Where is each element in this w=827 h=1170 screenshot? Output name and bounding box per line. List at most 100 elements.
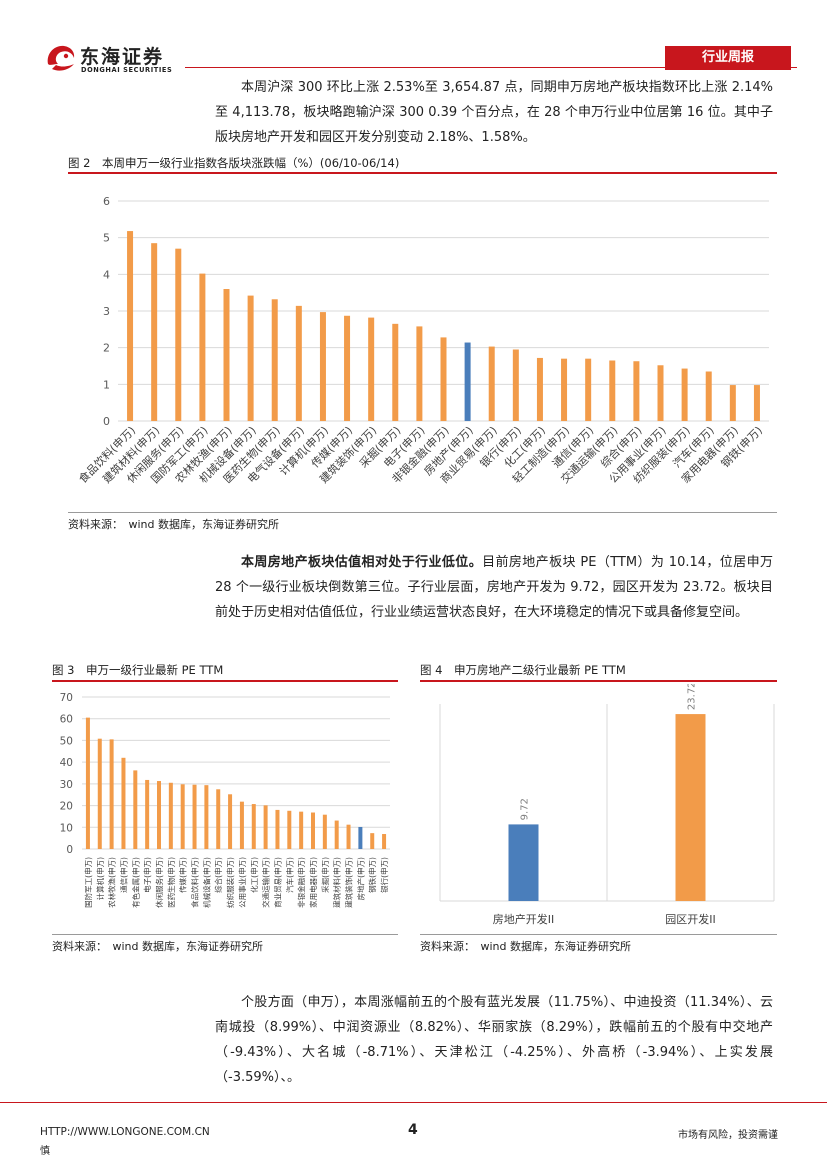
bar — [633, 361, 640, 421]
valuation-paragraph: 本周房地产板块估值相对处于行业低位。目前房地产板块 PE（TTM）为 10.14… — [215, 550, 773, 625]
y-tick-label: 40 — [60, 757, 73, 769]
figure-2-source: 资料来源： wind 数据库，东海证券研究所 — [68, 518, 280, 531]
bar — [322, 814, 327, 849]
x-tick-label: 休闲服务(申万) — [154, 857, 164, 908]
x-tick-label: 园区开发II — [665, 912, 716, 926]
bar — [440, 337, 447, 421]
figure-3-title-rule — [52, 680, 398, 682]
data-label: 9.72 — [520, 798, 531, 820]
bar — [263, 805, 268, 849]
y-tick-label: 60 — [60, 714, 73, 726]
bar — [319, 312, 326, 421]
bar — [311, 812, 315, 849]
bar — [657, 365, 664, 421]
data-label: 23.72 — [687, 684, 698, 710]
x-tick-label: 家用电器(申万) — [308, 857, 318, 908]
x-tick-label: 有色金属(申万) — [130, 857, 140, 908]
bar — [508, 824, 539, 901]
x-tick-label: 公用事业(申万) — [237, 857, 247, 908]
x-tick-label: 房地产开发II — [493, 912, 555, 926]
x-tick-label: 交通运输(申万) — [261, 857, 271, 908]
bar — [382, 834, 387, 849]
figure-4-bottom-rule — [420, 934, 777, 935]
y-tick-label: 0 — [66, 844, 73, 856]
bar — [247, 295, 254, 421]
x-tick-label: 食品饮料(申万) — [190, 857, 200, 908]
bar — [228, 794, 233, 849]
figure-3-bottom-rule — [52, 934, 398, 935]
bar — [729, 385, 736, 421]
bar — [97, 738, 102, 849]
bar — [271, 299, 278, 421]
bar — [157, 781, 161, 849]
figure-3-source: 资料来源： wind 数据库，东海证券研究所 — [52, 940, 264, 953]
bar — [416, 326, 423, 421]
y-tick-label: 4 — [103, 268, 110, 281]
x-tick-label: 医药生物(申万) — [166, 857, 176, 908]
x-tick-label: 国防军工(申万) — [83, 857, 93, 908]
logo-chinese: 东海证券 — [80, 46, 165, 68]
bar — [85, 717, 90, 849]
y-tick-label: 5 — [103, 232, 110, 245]
bar — [239, 801, 244, 849]
bar — [133, 770, 138, 849]
bar — [145, 779, 150, 849]
bar — [368, 317, 375, 421]
bar — [392, 323, 399, 421]
bar — [216, 789, 221, 849]
bar — [675, 714, 706, 901]
bar — [251, 804, 256, 849]
logo-english: DONGHAI SECURITIES — [81, 66, 173, 74]
y-tick-label: 70 — [60, 692, 73, 704]
x-tick-label: 传媒(申万) — [178, 857, 188, 893]
bar — [512, 349, 519, 421]
bar — [609, 360, 616, 421]
bar — [358, 826, 363, 849]
bar — [223, 289, 230, 421]
x-tick-label: 纺织服装(申万) — [225, 857, 235, 908]
figure-4-title-rule — [420, 680, 777, 682]
page-number: 4 — [408, 1122, 418, 1138]
bar — [127, 231, 134, 421]
bar — [204, 785, 209, 849]
x-tick-label: 计算机(申万) — [95, 857, 105, 900]
logo-emblem-icon — [47, 45, 75, 71]
figure-2-bottom-rule — [68, 512, 777, 513]
valuation-highlight: 本周房地产板块估值相对处于行业低位。 — [241, 555, 483, 570]
bar — [295, 305, 302, 421]
report-type-badge: 行业周报 — [665, 46, 791, 70]
bar — [175, 248, 182, 421]
bar — [464, 342, 471, 421]
bar — [344, 315, 351, 421]
bar — [199, 273, 206, 421]
x-tick-label: 综合(申万) — [213, 857, 223, 893]
y-tick-label: 3 — [103, 305, 110, 318]
bar — [561, 358, 568, 421]
bar — [180, 784, 185, 849]
y-tick-label: 10 — [60, 822, 73, 834]
x-tick-label: 通信(申万) — [118, 857, 128, 893]
bar — [275, 809, 280, 849]
bar — [299, 811, 304, 849]
bar — [168, 782, 173, 849]
y-tick-label: 6 — [103, 195, 110, 208]
bar — [109, 739, 114, 849]
figure-4-title: 图 4 申万房地产二级行业最新 PE TTM — [420, 663, 626, 677]
stocks-paragraph: 个股方面（申万），本周涨幅前五的个股有蓝光发展（11.75%）、中迪投资（11.… — [215, 995, 773, 1085]
bar — [681, 368, 688, 421]
figure-4-chart: 9.72 房地产开发II 23.72 园区开发II — [439, 684, 775, 926]
intro-paragraph: 本周沪深 300 环比上涨 2.53%至 3,654.87 点，同期申万房地产板… — [215, 80, 773, 145]
bar — [334, 820, 339, 849]
x-tick-label: 非银金融(申万) — [296, 857, 306, 908]
x-tick-label: 电子(申万) — [142, 857, 152, 893]
x-tick-label: 房地产(申万) — [355, 857, 365, 900]
figure-2-chart: 0123456食品饮料(申万)建筑材料(申万)休闲服务(申万)国防军工(申万)农… — [76, 195, 769, 486]
footer-url[interactable]: HTTP://WWW.LONGONE.COM.CN — [40, 1126, 210, 1138]
x-tick-label: 建筑材料(申万) — [332, 857, 342, 908]
y-tick-label: 20 — [60, 801, 73, 813]
bar — [287, 810, 292, 849]
bar — [536, 357, 543, 421]
bar — [370, 833, 375, 849]
figure-4-source: 资料来源： wind 数据库，东海证券研究所 — [420, 940, 632, 953]
x-tick-label: 机械设备(申万) — [201, 857, 211, 908]
